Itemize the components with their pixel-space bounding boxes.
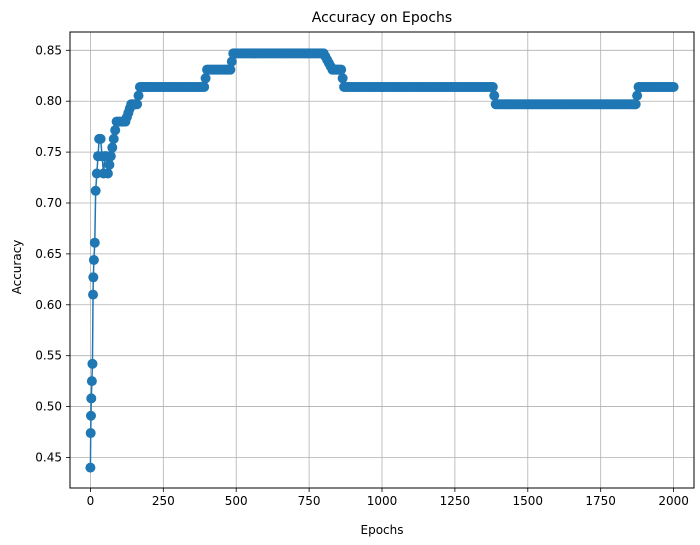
data-point [630, 99, 641, 110]
y-tick-label: 0.85 [35, 43, 62, 57]
data-point [668, 81, 679, 92]
y-tick-label: 0.45 [35, 450, 62, 464]
y-tick-label: 0.50 [35, 400, 62, 414]
data-point [102, 168, 113, 179]
data-point [110, 125, 121, 136]
x-tick-label: 0 [87, 494, 95, 508]
data-point [88, 289, 99, 300]
data-point [95, 133, 106, 144]
x-tick-label: 1000 [367, 494, 398, 508]
data-point [226, 56, 237, 67]
data-point [89, 237, 100, 248]
x-tick-label: 500 [225, 494, 248, 508]
y-axis-ticks: 0.45 0.50 0.55 0.60 0.65 0.70 0.75 0.80 0.85 [35, 43, 70, 464]
y-tick-label: 0.75 [35, 145, 62, 159]
data-point [337, 73, 348, 84]
data-point [133, 90, 144, 101]
y-axis-label: Accuracy [10, 240, 24, 295]
y-tick-label: 0.65 [35, 247, 62, 261]
data-markers [85, 48, 679, 473]
x-tick-label: 1750 [585, 494, 616, 508]
grid-lines [70, 32, 694, 488]
data-point [86, 393, 97, 404]
x-tick-label: 2000 [658, 494, 689, 508]
x-tick-label: 750 [298, 494, 321, 508]
y-tick-label: 0.55 [35, 349, 62, 363]
chart-title: Accuracy on Epochs [312, 10, 452, 26]
x-axis-ticks: 0 250 500 750 1000 1250 1500 1750 2000 [87, 488, 689, 508]
data-point [88, 272, 99, 283]
data-point [85, 410, 96, 421]
data-point [199, 81, 210, 92]
data-point [489, 90, 500, 101]
data-point [104, 159, 115, 170]
data-point [108, 133, 119, 144]
data-point [487, 81, 498, 92]
y-tick-label: 0.80 [35, 94, 62, 108]
x-tick-label: 250 [152, 494, 175, 508]
data-point [86, 376, 97, 387]
data-point [105, 151, 116, 162]
y-tick-label: 0.60 [35, 298, 62, 312]
data-point [90, 185, 101, 196]
data-point [85, 428, 96, 439]
data-point [85, 462, 96, 473]
data-point [632, 90, 643, 101]
x-tick-label: 1500 [513, 494, 544, 508]
data-point [87, 358, 98, 369]
y-tick-label: 0.70 [35, 196, 62, 210]
data-point [225, 64, 236, 75]
data-point [200, 73, 211, 84]
x-axis-label: Epochs [361, 523, 404, 537]
data-point [88, 255, 99, 265]
x-tick-label: 1250 [440, 494, 471, 508]
data-point [132, 99, 143, 110]
data-point [336, 64, 347, 75]
data-point [107, 142, 118, 153]
